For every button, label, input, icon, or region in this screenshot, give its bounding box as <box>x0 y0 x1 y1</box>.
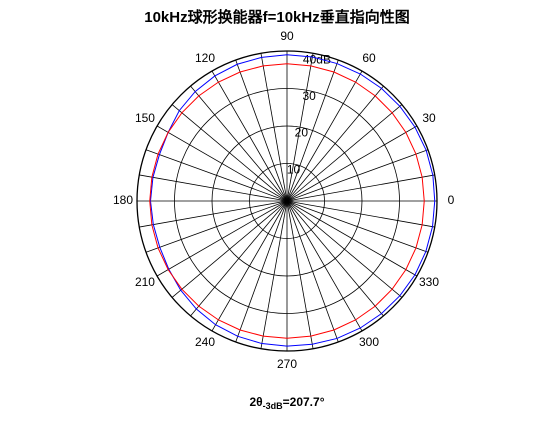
theta-tick-label: 240 <box>195 335 215 349</box>
theta-tick-label: 300 <box>359 335 379 349</box>
r-tick-label: 10 <box>287 162 301 176</box>
theta-tick-label: 330 <box>419 275 439 289</box>
grid-ring <box>174 88 400 314</box>
theta-tick-label: 30 <box>422 111 436 125</box>
r-tick-label: 40dB <box>303 52 331 66</box>
theta-tick-label: 60 <box>362 51 376 65</box>
theta-tick-label: 90 <box>280 29 294 43</box>
footnote-tail: =207.7° <box>283 395 325 409</box>
r-tick-label: 30 <box>302 89 316 103</box>
series-line <box>149 63 425 339</box>
theta-tick-label: 180 <box>113 193 133 207</box>
r-tick-label: 20 <box>295 126 309 140</box>
grid-ring <box>136 50 438 352</box>
chart-title: 10kHz球形换能器f=10kHz垂直指向性图 <box>144 8 409 26</box>
footnote: 2θ-3dB=207.7° <box>249 395 324 411</box>
theta-tick-label: 210 <box>135 275 155 289</box>
grid-ring <box>249 163 325 239</box>
grid-ring <box>211 125 363 277</box>
theta-tick-label: 150 <box>135 111 155 125</box>
theta-tick-label: 0 <box>448 193 455 207</box>
theta-tick-label: 270 <box>277 357 297 371</box>
theta-tick-label: 120 <box>195 51 215 65</box>
footnote-sub: -3dB <box>263 401 284 411</box>
series-line <box>149 54 436 347</box>
footnote-main: 2θ <box>249 395 262 409</box>
